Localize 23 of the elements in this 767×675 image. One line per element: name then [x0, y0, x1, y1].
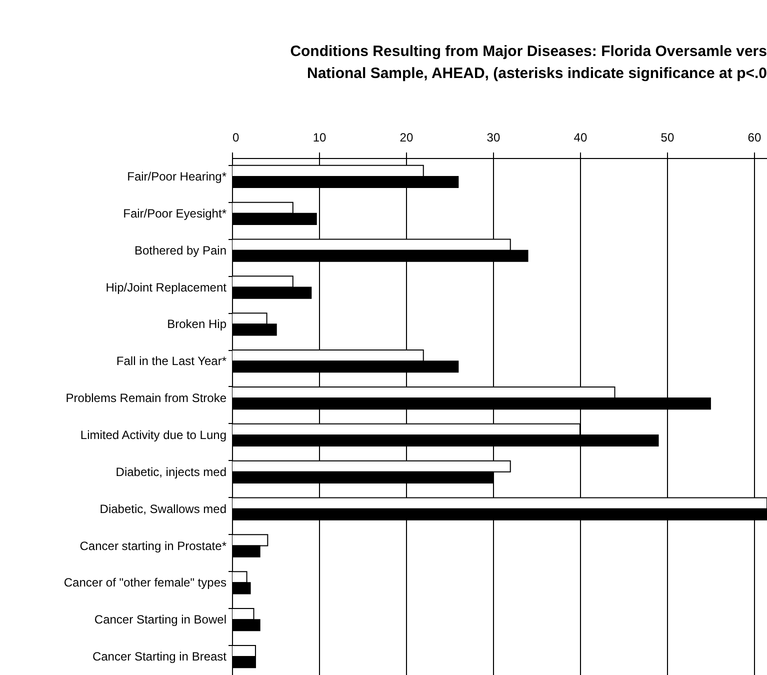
y-tick-label: Broken Hip [167, 317, 227, 332]
y-tick-label: Bothered by Pain [134, 243, 226, 258]
y-tick-label: Diabetic, injects med [116, 464, 226, 479]
x-tick-label: 40 [574, 130, 588, 144]
x-tick-label: 10 [312, 130, 326, 144]
y-tick-label: Problems Remain from Stroke [66, 391, 227, 406]
x-tick-label: 0 [232, 130, 240, 144]
y-tick-label: Cancer Starting in Bowel [94, 612, 226, 627]
y-tick-label: Diabetic, Swallows med [100, 502, 226, 516]
y-tick-label: Hip/Joint Replacement [106, 280, 228, 294]
y-tick-label: Cancer starting in Prostate* [80, 538, 227, 553]
x-tick-label: 20 [400, 130, 414, 144]
y-tick-label: Cancer of "other female" types [64, 576, 226, 590]
text: Conditions Resulting from Major Diseases: Florida Oversamle vers [290, 43, 767, 60]
y-tick-label: Cancer Starting in Breast [92, 650, 228, 664]
text: National Sample, AHEAD, (asterisks indicate significance at p<.0 [306, 65, 767, 82]
y-tick-label: Fair/Poor Hearing* [127, 169, 227, 184]
x-tick-label: 50 [660, 130, 674, 144]
x-tick-label: 30 [486, 130, 500, 144]
y-tick-label: Fall in the Last Year* [116, 354, 227, 368]
x-tick-label: 60 [748, 130, 762, 144]
y-tick-label: Limited Activity due to Lung [80, 428, 226, 442]
y-tick-label: Fair/Poor Eyesight* [123, 206, 227, 220]
